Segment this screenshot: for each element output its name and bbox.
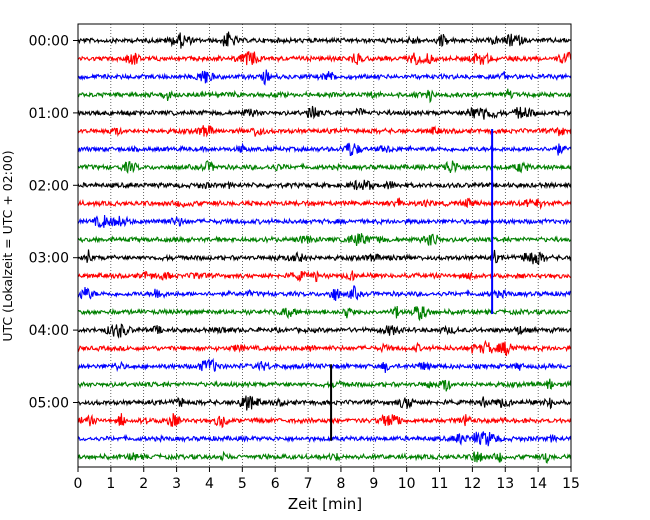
trace-row [78, 105, 572, 120]
x-tick-label: 4 [205, 476, 214, 492]
grid-lines [110, 24, 539, 467]
x-tick-label: 6 [271, 476, 280, 492]
trace-row [77, 450, 572, 464]
trace-row [77, 285, 571, 301]
y-tick-label: 00:00 [29, 34, 69, 50]
trace-row [77, 69, 572, 86]
x-tick-label: 15 [562, 476, 580, 492]
trace-row [77, 88, 572, 104]
trace-row [78, 305, 571, 322]
trace-row [77, 214, 572, 229]
plot-frame [77, 23, 572, 468]
trace-row [77, 125, 572, 138]
trace-row [77, 142, 572, 156]
trace-row [77, 50, 572, 66]
trace-row [77, 431, 572, 447]
x-tick-label: 14 [529, 476, 547, 492]
y-tick-label: 01:00 [29, 106, 69, 122]
x-tick-label: 7 [304, 476, 313, 492]
y-tick-label: 04:00 [29, 323, 69, 339]
trace-row [77, 378, 572, 392]
x-tick-label: 13 [496, 476, 514, 492]
trace-row [77, 160, 572, 175]
trace-row [77, 249, 572, 266]
x-tick-label: 10 [398, 476, 416, 492]
x-tick-label: 9 [369, 476, 378, 492]
x-axis-ticks: 0 1 2 3 4 5 6 7 8 9 10 11 12 13 14 15 [74, 467, 580, 492]
x-tick-label: 8 [336, 476, 345, 492]
plot-background [78, 24, 571, 467]
trace-group [77, 31, 572, 464]
x-tick-label: 1 [106, 476, 115, 492]
x-tick-label: 2 [139, 476, 148, 492]
trace-row [77, 269, 572, 283]
trace-row [77, 339, 572, 357]
spike-group [330, 129, 494, 441]
x-tick-label: 11 [431, 476, 449, 492]
x-tick-label: 0 [74, 476, 83, 492]
trace-row [77, 395, 572, 411]
trace-row [77, 413, 572, 429]
trace-row [77, 179, 572, 191]
trace-row [77, 233, 572, 246]
y-axis-label: UTC (Lokalzeit = UTC + 02:00) [0, 150, 15, 341]
x-axis-label: Zeit [min] [288, 495, 362, 513]
y-tick-label: 03:00 [29, 251, 69, 267]
x-tick-label: 5 [238, 476, 247, 492]
y-tick-label: 05:00 [29, 396, 69, 412]
trace-row [77, 357, 572, 373]
x-tick-label: 3 [172, 476, 181, 492]
trace-row [77, 323, 572, 339]
trace-row [77, 31, 572, 49]
y-tick-label: 02:00 [29, 178, 69, 194]
y-axis-ticks: 00:00 01:00 02:00 03:00 04:00 05:00 [29, 34, 78, 412]
trace-row [77, 197, 572, 210]
x-tick-label: 12 [463, 476, 481, 492]
